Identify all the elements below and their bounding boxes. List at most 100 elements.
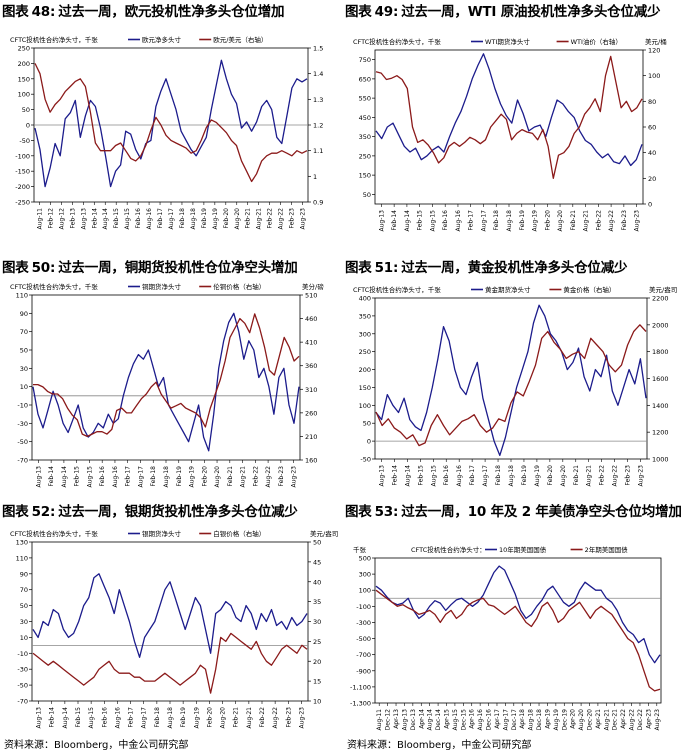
x-tick-label: Feb-17 — [469, 465, 476, 486]
x-tick-label: Feb-15 — [74, 466, 81, 487]
series-line — [32, 573, 308, 658]
x-tick-label: Feb-22 — [595, 210, 602, 231]
x-tick-label: Apr-18 — [519, 709, 526, 729]
x-tick-label: Aug-22 — [265, 466, 272, 488]
x-tick-label: Feb-21 — [245, 208, 252, 229]
x-tick-label: Feb-21 — [573, 465, 580, 486]
x-tick-label: Aug-19 — [553, 709, 560, 731]
y-tick-label-right: 50 — [313, 539, 321, 547]
x-tick-label: Dec-19 — [561, 709, 568, 731]
left-axis-label: CFTC投机性合约净头寸，千张 — [10, 282, 98, 291]
chart-53-treasury: 500 300 100 -100 -300 -500 -700 -900 -1,100 -1,30… — [350, 545, 662, 731]
legend-label: 欧元净多头寸 — [142, 35, 182, 44]
plot-frame — [374, 557, 662, 704]
x-tick-label: Aug-16 — [456, 465, 463, 487]
y-tick-label-left: -50 — [19, 137, 30, 145]
x-tick-label: Dec-12 — [385, 709, 392, 731]
chart-51-gold: 400 350 300 250 200 150 100 50 0 -50 2200 2000 1800 1… — [353, 285, 677, 487]
x-tick-label: Feb-16 — [442, 210, 449, 231]
y-tick-label-left: -700 — [356, 651, 371, 659]
y-tick-label-left: 150 — [18, 75, 30, 83]
legend-label: 白银价格（右轴） — [213, 529, 265, 538]
y-tick-label-right: 2000 — [652, 321, 669, 329]
y-tick-label-left: 110 — [16, 554, 28, 562]
x-tick-label: Aug-22 — [272, 707, 279, 729]
y-tick-label-right: 260 — [305, 409, 317, 417]
x-tick-label: Aug-23 — [654, 709, 661, 731]
y-tick-label-right: 120 — [648, 47, 660, 55]
y-tick-label-left: 70 — [20, 586, 28, 594]
y-tick-label-left: 70 — [20, 328, 28, 336]
x-tick-label: Feb-22 — [259, 707, 266, 728]
y-tick-label-right: 360 — [305, 362, 317, 370]
x-tick-label: Aug-15 — [88, 707, 95, 729]
y-tick-label-left: 100 — [359, 587, 371, 595]
x-tick-label: Aug-11 — [376, 709, 383, 731]
x-tick-label: Feb-19 — [176, 466, 183, 487]
x-tick-label: Feb-14 — [49, 707, 56, 728]
x-tick-label: Aug-19 — [532, 210, 539, 232]
x-tick-label: Apr-15 — [444, 709, 451, 729]
x-tick-label: Aug-18 — [508, 465, 515, 487]
x-tick-label: Dec-16 — [486, 709, 493, 731]
left-axis-label: 千张 — [353, 545, 367, 554]
chart-title: 图表 49: 过去一周，WTI 原油投机性净多头仓位减少 — [345, 4, 661, 20]
x-tick-label: Feb-20 — [201, 466, 208, 487]
source-note-right: 资料来源：Bloomberg，中金公司研究部 — [347, 740, 532, 751]
y-tick-label-left: -500 — [356, 635, 371, 643]
x-tick-label: Feb-16 — [443, 465, 450, 486]
x-tick-label: Aug-13 — [36, 707, 43, 729]
y-tick-label-right: 1.5 — [313, 45, 323, 53]
y-tick-label-left: -1,300 — [350, 700, 371, 708]
legend-prefix: CFTC投机性合约净头寸： — [411, 545, 486, 554]
y-tick-label-right: 1600 — [652, 375, 669, 383]
y-tick-label-left: -250 — [15, 199, 30, 207]
y-tick-label-left: 90 — [20, 310, 28, 318]
x-tick-label: Apr-19 — [544, 709, 551, 729]
x-tick-label: Feb-23 — [621, 210, 628, 231]
y-tick-label-left: 30 — [20, 365, 28, 373]
x-tick-label: Apr-23 — [645, 709, 652, 729]
x-tick-label: Feb-17 — [125, 466, 132, 487]
y-tick-label-left: 100 — [18, 91, 30, 99]
y-tick-label-right: 1800 — [652, 348, 669, 356]
y-tick-label-left: -30 — [17, 666, 28, 674]
y-tick-label-right: 10 — [313, 698, 321, 706]
y-tick-label-left: 300 — [359, 571, 371, 579]
y-tick-label-left: 750 — [359, 56, 371, 64]
x-tick-label: Aug-18 — [167, 707, 174, 729]
legend-label: WTI油价（右轴） — [571, 37, 622, 46]
x-tick-label: Aug-17 — [141, 707, 148, 729]
chart-49-wti: 750 650 550 450 350 250 150 50 120 100 80 60 40 20 0 Au… — [353, 37, 667, 232]
chart-title: 图表 52: 过去一周，银期货投机性净多头仓位减少 — [2, 504, 298, 520]
x-tick-label: Aug-21 — [583, 210, 590, 232]
legend-label: 铜期货净头寸 — [142, 282, 182, 291]
x-tick-label: Aug-14 — [404, 465, 411, 487]
x-tick-label: Feb-22 — [267, 208, 274, 229]
y-tick-label-left: 130 — [16, 539, 28, 547]
y-tick-label-right: 1400 — [652, 402, 669, 410]
x-tick-label: Aug-18 — [163, 466, 170, 488]
x-tick-label: Feb-14 — [391, 465, 398, 486]
y-tick-label-left: 250 — [18, 45, 30, 53]
x-tick-label: Feb-21 — [570, 210, 577, 231]
y-tick-label-right: 410 — [305, 339, 317, 347]
y-tick-label-right: 80 — [648, 98, 656, 106]
x-tick-label: Aug-16 — [112, 466, 119, 488]
x-tick-label: Feb-16 — [99, 466, 106, 487]
x-tick-label: Feb-17 — [157, 208, 164, 229]
x-tick-label: Feb-15 — [417, 465, 424, 486]
legend-label: 黄金价格（右轴） — [563, 285, 615, 294]
x-tick-label: Feb-21 — [233, 707, 240, 728]
x-tick-label: Aug-16 — [477, 709, 484, 731]
x-tick-label: Feb-15 — [75, 707, 82, 728]
x-tick-label: Feb-19 — [201, 208, 208, 229]
y-tick-label-right: 40 — [648, 149, 656, 157]
x-tick-label: Aug-21 — [256, 208, 263, 230]
y-tick-label-left: -150 — [15, 168, 30, 176]
x-tick-label: Feb-20 — [223, 208, 230, 229]
left-axis-label: CFTC投机性合约净头寸，千张 — [353, 37, 441, 46]
x-tick-label: Feb-19 — [521, 465, 528, 486]
y-tick-label-left: -70 — [17, 457, 28, 465]
x-tick-label: Aug-23 — [638, 465, 645, 487]
